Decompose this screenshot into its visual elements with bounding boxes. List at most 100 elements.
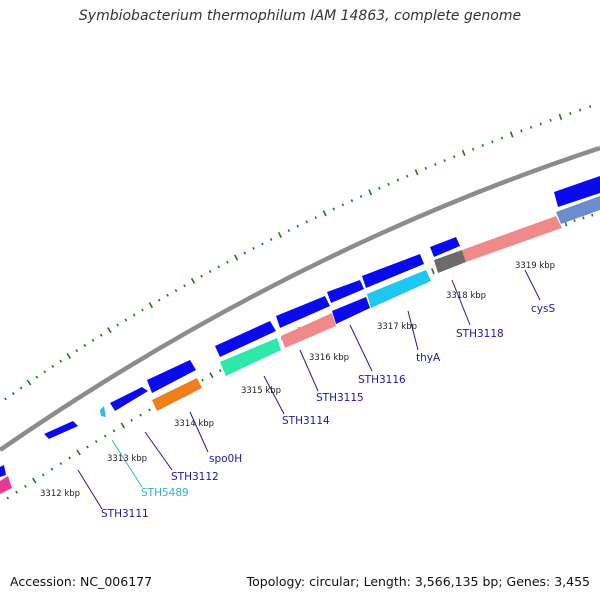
tick-mark — [414, 169, 419, 176]
tick-mark — [50, 467, 54, 471]
tick-mark — [218, 369, 222, 373]
map-title: Symbiobacterium thermophilum IAM 14863, … — [78, 8, 522, 24]
tick-mark — [157, 298, 161, 302]
tick-mark — [350, 199, 354, 203]
tick-mark — [130, 418, 133, 422]
scale-label: 3317 kbp — [377, 322, 417, 332]
gene-label-sth3115[interactable]: STH3115 — [316, 392, 364, 404]
tick-mark — [509, 131, 514, 138]
gene-labels: STH3111 STH5489 STH3112 spo0H STH3114 ST… — [101, 303, 555, 520]
tick-mark — [24, 484, 27, 488]
tick-mark — [582, 216, 585, 220]
scale-labels: 3312 kbp 3313 kbp 3314 kbp 3315 kbp 3316… — [40, 261, 555, 499]
tick-mark — [226, 260, 229, 264]
tick-mark — [183, 284, 186, 288]
gene-feature-forward[interactable] — [276, 296, 330, 328]
gene-feature-forward[interactable] — [430, 237, 460, 257]
tick-mark — [208, 270, 212, 273]
tick-mark — [368, 189, 373, 196]
tick-mark — [99, 333, 103, 337]
tick-mark — [269, 237, 273, 241]
gene-feature-forward[interactable] — [554, 176, 600, 207]
gene-feature-reverse[interactable] — [220, 338, 281, 376]
scale-label: 3312 kbp — [40, 489, 80, 499]
gene-label-sth3111[interactable]: STH3111 — [101, 508, 149, 520]
tick-mark — [19, 386, 23, 390]
gene-feature-reverse[interactable] — [434, 250, 466, 273]
tick-mark — [591, 213, 594, 217]
gene-feature-reverse[interactable] — [152, 378, 202, 411]
tick-mark — [491, 140, 494, 144]
tick-mark — [11, 391, 15, 395]
tick-mark — [424, 166, 428, 170]
gene-label-sth3116[interactable]: STH3116 — [358, 374, 406, 386]
gene-feature-reverse[interactable] — [556, 196, 600, 224]
gene-feature-forward[interactable] — [215, 321, 276, 357]
gene-feature-forward[interactable] — [327, 280, 364, 303]
tick-mark — [332, 207, 336, 211]
gene-feature-reverse[interactable] — [281, 313, 336, 348]
gene-feature-reverse[interactable] — [0, 476, 12, 494]
gene-label-sth3114[interactable]: STH3114 — [282, 415, 330, 427]
tick-mark — [75, 349, 79, 353]
gene-label-sth3118[interactable]: STH3118 — [456, 328, 504, 340]
gene-feature-reverse[interactable] — [332, 297, 370, 324]
gene-feature-reverse[interactable] — [462, 216, 562, 262]
gene-feature-forward[interactable] — [44, 421, 78, 439]
tick-mark — [549, 118, 552, 122]
tick-mark — [107, 327, 112, 334]
tick-mark — [43, 370, 47, 374]
tick-mark — [116, 323, 119, 327]
tick-mark — [112, 429, 116, 433]
genome-backbone — [0, 145, 600, 452]
tick-mark — [578, 108, 582, 112]
gene-feature-forward[interactable] — [147, 360, 196, 393]
scale-label: 3313 kbp — [107, 454, 147, 464]
gene-feature-forward[interactable] — [100, 406, 106, 417]
tick-mark — [252, 246, 255, 250]
scale-label: 3315 kbp — [241, 386, 281, 396]
tick-mark — [287, 229, 291, 233]
tick-mark — [32, 477, 37, 484]
tick-mark — [520, 129, 523, 133]
tick-mark — [4, 397, 7, 401]
tick-mark — [243, 251, 247, 255]
gene-feature-forward[interactable] — [110, 387, 148, 411]
tick-mark — [378, 186, 381, 190]
tick-mark — [569, 111, 572, 115]
topology-summary: Topology: circular; Length: 3,566,135 bp… — [246, 574, 590, 589]
accession-text: Accession: NC_006177 — [10, 574, 153, 589]
gene-label-thya[interactable]: thyA — [416, 352, 441, 364]
gene-feature-forward[interactable] — [362, 254, 424, 288]
tick-mark — [201, 378, 204, 382]
tick-mark — [471, 147, 475, 151]
tick-mark — [120, 422, 126, 429]
tick-mark — [261, 242, 264, 246]
tick-mark — [76, 449, 81, 456]
gene-feature-forward[interactable] — [0, 465, 6, 477]
tick-mark — [430, 268, 435, 275]
gene-label-sth3112[interactable]: STH3112 — [171, 471, 219, 483]
scale-label: 3316 kbp — [309, 353, 349, 363]
gene-label-sth5489[interactable]: STH5489 — [141, 487, 189, 499]
tick-mark — [6, 496, 10, 500]
tick-mark — [277, 231, 283, 239]
tick-mark — [91, 338, 95, 342]
tick-mark — [405, 174, 409, 178]
tick-mark — [59, 462, 63, 466]
tick-mark — [83, 343, 87, 347]
gene-label-spo0h[interactable]: spo0H — [209, 453, 242, 465]
tick-mark — [233, 254, 239, 261]
tick-mark — [94, 440, 98, 444]
gene-feature-reverse[interactable] — [367, 270, 431, 308]
gene-label-leaders — [77, 269, 541, 510]
gene-label-cyss[interactable]: cysS — [531, 303, 555, 315]
inner-tick-ring — [6, 213, 594, 500]
tick-mark — [481, 144, 484, 147]
tick-mark — [209, 372, 214, 379]
tick-mark — [322, 210, 327, 217]
tick-mark — [296, 224, 300, 228]
tick-mark — [124, 318, 128, 322]
scale-label: 3314 kbp — [174, 419, 214, 429]
